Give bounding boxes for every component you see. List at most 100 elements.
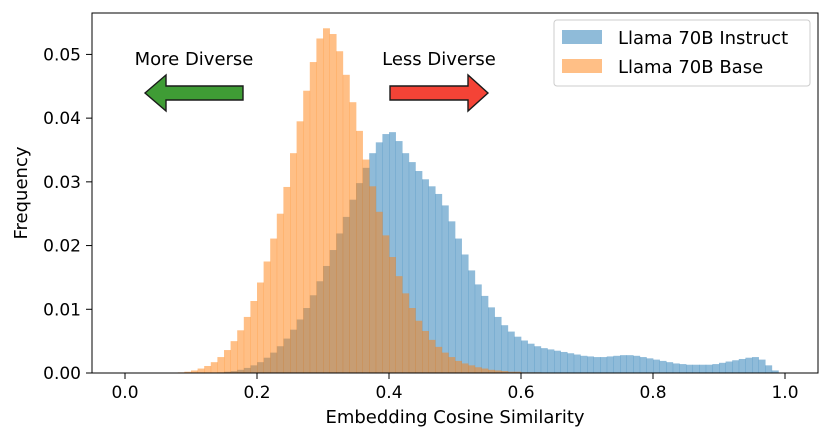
bar (408, 162, 416, 373)
bar (415, 320, 423, 373)
bar (580, 355, 588, 373)
bar (428, 339, 436, 373)
legend-swatch-base (562, 59, 602, 73)
bar (448, 357, 456, 373)
less-diverse-annotation: Less Diverse (382, 49, 496, 113)
x-tick-label: 0.4 (375, 383, 402, 403)
y-tick-label: 0.02 (43, 237, 81, 257)
bar (494, 316, 502, 373)
bar (362, 159, 370, 373)
less-diverse-label: Less Diverse (382, 49, 496, 70)
bar (752, 357, 759, 373)
bar (521, 340, 528, 373)
bar (435, 346, 443, 373)
bar (745, 357, 753, 373)
bar (323, 28, 330, 373)
bar (349, 102, 357, 373)
bar (290, 153, 297, 373)
bar (606, 356, 614, 373)
bar (441, 352, 449, 373)
legend: Llama 70B Instruct Llama 70B Base (553, 19, 811, 87)
bar (455, 360, 462, 373)
bar (422, 179, 429, 373)
bar (270, 238, 278, 373)
bar (468, 365, 476, 373)
bar (712, 364, 720, 373)
plot-frame (91, 12, 819, 374)
bar (435, 193, 443, 373)
right-arrow-icon (389, 73, 490, 113)
bar (276, 213, 284, 373)
bar (540, 348, 548, 373)
bar (567, 353, 575, 373)
bar (501, 325, 509, 373)
bar (184, 371, 192, 373)
bar (402, 153, 410, 373)
x-tick-label: 0.0 (111, 383, 138, 403)
left-arrow-icon (143, 73, 244, 113)
bar (422, 330, 429, 373)
bar (547, 349, 555, 373)
bar (573, 354, 581, 373)
x-tick-label: 0.8 (639, 383, 666, 403)
bar (402, 293, 410, 373)
bar (283, 186, 291, 373)
bar (705, 364, 713, 373)
bar (758, 359, 766, 373)
bar (686, 364, 693, 373)
legend-label-base: Llama 70B Base (618, 57, 763, 78)
bar (488, 369, 495, 373)
more-diverse-label: More Diverse (135, 49, 254, 70)
bar (210, 362, 218, 373)
bar (679, 364, 687, 373)
bar (217, 357, 225, 373)
bar (527, 343, 535, 373)
y-axis-label: Frequency (11, 146, 32, 239)
y-tick-label: 0.00 (43, 364, 81, 384)
bar (488, 307, 495, 373)
bar (474, 367, 482, 373)
bar (725, 361, 733, 373)
bar (296, 121, 304, 373)
bar (204, 365, 212, 373)
bar (316, 38, 324, 374)
bar (408, 308, 416, 373)
bar (303, 90, 311, 373)
bar (534, 346, 542, 373)
bar (257, 282, 264, 373)
y-tick-label: 0.05 (43, 45, 81, 65)
bar (461, 254, 469, 373)
bar (369, 186, 377, 373)
bar (237, 330, 245, 373)
y-tick-label: 0.04 (43, 109, 81, 129)
bar (342, 74, 350, 373)
bar (672, 363, 680, 373)
bar (428, 186, 436, 373)
bar (554, 350, 561, 373)
x-axis-label: Embedding Cosine Similarity (325, 407, 584, 428)
y-axis: 0.00 0.01 0.02 0.03 0.04 0.05 (43, 45, 92, 384)
bar (626, 355, 634, 373)
bar (692, 364, 700, 373)
bar (620, 355, 627, 373)
x-tick-label: 1.0 (771, 383, 798, 403)
bar (514, 336, 522, 373)
bar (653, 359, 660, 373)
bar (329, 34, 337, 373)
bar (494, 370, 502, 373)
bar (468, 270, 476, 373)
bar (448, 221, 456, 373)
bar (639, 357, 647, 373)
bar (197, 368, 205, 373)
bar (659, 360, 667, 373)
bar (600, 357, 608, 373)
bar (455, 238, 462, 373)
bar (336, 51, 344, 373)
y-tick-label: 0.03 (43, 173, 81, 193)
bar (646, 358, 654, 373)
series-base (177, 28, 542, 374)
bar (719, 362, 726, 373)
bar (389, 132, 396, 373)
bar (765, 365, 773, 373)
x-tick-label: 0.2 (243, 383, 270, 403)
